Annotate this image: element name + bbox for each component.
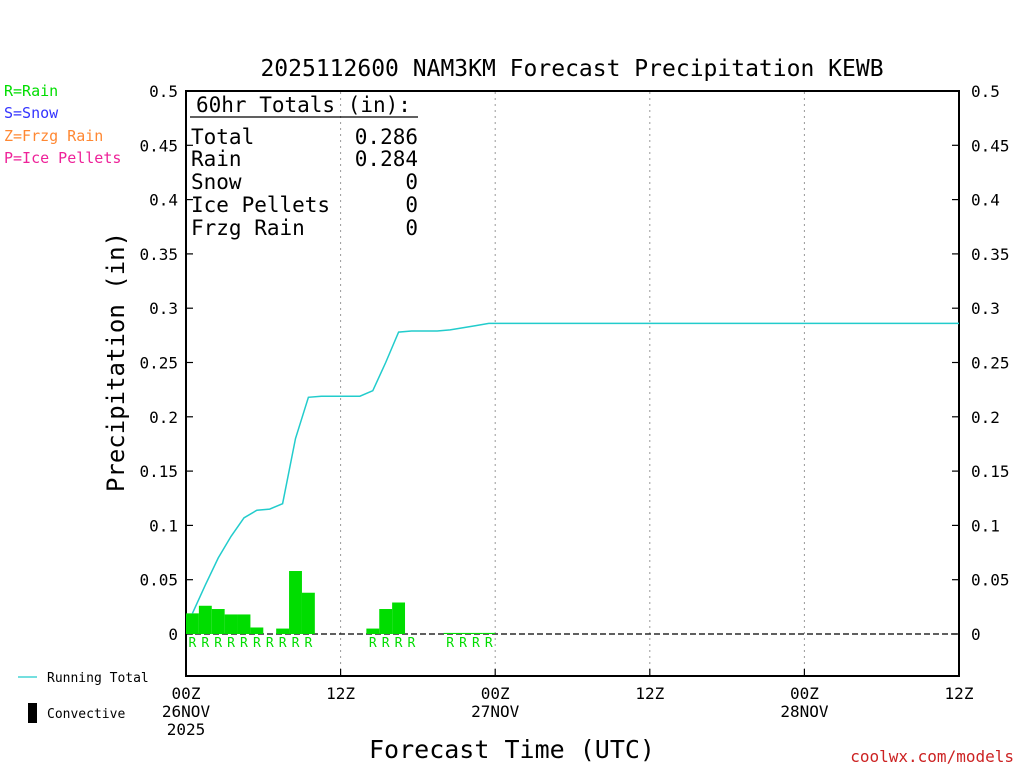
ptype-label: R [214,636,222,651]
y-tick-label-right: 0.45 [971,136,1010,155]
x-tick-label: 00Z [172,684,201,703]
convective-swatch [28,703,37,723]
y-tick-label-left: 0 [168,625,178,644]
y-tick-label-right: 0 [971,625,981,644]
y-tick-label-right: 0.1 [971,516,1000,535]
ptype-label: R [279,636,287,651]
totals-label-frzg-rain: Frzg Rain [191,216,305,240]
ptype-label: R [369,636,377,651]
totals-value-total: 0.286 [355,125,418,149]
y-tick-label-left: 0.2 [149,408,178,427]
y-axis-ticks: 0 00.05 0.050.1 0.10.15 0.150.2 0.20.25 0.250.… [139,82,1009,644]
ptype-label: R [292,636,300,651]
precip-bar [224,614,238,634]
totals-value-snow: 0 [405,170,418,194]
precip-bar [482,632,496,634]
precip-bar [186,613,199,634]
precip-bar [443,632,457,634]
y-tick-label-left: 0.1 [149,516,178,535]
ptype-label: R [459,636,467,651]
y-tick-label-right: 0.3 [971,299,1000,318]
ptype-label: R [253,636,261,651]
x-tick-label: 00Z [481,684,510,703]
precip-bar [456,632,470,634]
chart-title: 2025112600 NAM3KM Forecast Precipitation… [260,56,883,82]
x-tick-label: 27NOV [471,702,520,721]
ptype-label: R [266,636,274,651]
totals-box: 60hr Totals (in): Total 0.286 Rain 0.284… [190,93,418,240]
ptype-label: R [304,636,312,651]
x-tick-label: 12Z [945,684,974,703]
y-tick-label-right: 0.2 [971,408,1000,427]
x-tick-label: 28NOV [780,702,829,721]
legend-ice-pellets: P=Ice Pellets [4,149,121,167]
y-tick-label-left: 0.35 [139,245,178,264]
precip-bar [276,628,290,634]
x-tick-label: 12Z [326,684,355,703]
ptype-label: R [485,636,493,651]
ptype-label: R [395,636,403,651]
credit-text: coolwx.com/models [850,747,1014,766]
ptype-label: R [472,636,480,651]
y-axis-label: Precipitation (in) [102,232,130,492]
totals-label-total: Total [191,125,254,149]
precip-bar [211,609,225,634]
totals-value-frzg-rain: 0 [405,216,418,240]
ptype-label: R [382,636,390,651]
y-tick-label-left: 0.45 [139,136,178,155]
y-tick-label-left: 0.25 [139,354,178,373]
legend-rain: R=Rain [4,82,58,100]
x-tick-label: 2025 [167,720,206,739]
totals-value-ice-pellets: 0 [405,193,418,217]
y-tick-label-left: 0.05 [139,571,178,590]
convective-legend-label: Convective [47,707,125,722]
y-tick-label-right: 0.25 [971,354,1010,373]
precip-bar [237,614,251,634]
x-tick-label: 26NOV [162,702,211,721]
legend-frzg-rain: Z=Frzg Rain [4,127,103,145]
y-tick-label-left: 0.15 [139,462,178,481]
running-total-legend-label: Running Total [47,671,149,686]
precip-bar [289,571,302,634]
y-tick-label-left: 0.3 [149,299,178,318]
y-tick-label-right: 0.35 [971,245,1010,264]
x-tick-label: 12Z [635,684,664,703]
running-total-line [191,322,959,614]
x-axis-label: Forecast Time (UTC) [369,735,655,764]
totals-label-ice-pellets: Ice Pellets [191,193,330,217]
y-tick-label-right: 0.15 [971,462,1010,481]
precip-bar [250,627,264,634]
totals-value-rain: 0.284 [355,147,418,171]
ptype-label: R [408,636,416,651]
precip-bar [198,605,212,634]
precip-bar [469,632,483,634]
ptype-label: R [201,636,209,651]
totals-label-rain: Rain [191,147,242,171]
ptype-label: R [240,636,248,651]
precip-bar [392,602,406,634]
bottom-legend: Running Total Convective [18,671,149,723]
totals-heading: 60hr Totals (in): [196,93,411,117]
legend-snow: S=Snow [4,104,59,122]
y-tick-label-right: 0.4 [971,191,1000,210]
x-tick-label: 00Z [790,684,819,703]
precip-bars [186,571,496,634]
y-tick-label-right: 0.05 [971,571,1010,590]
ptype-label: R [446,636,454,651]
y-tick-label-left: 0.5 [149,82,178,101]
precip-bar [301,592,315,634]
y-tick-label-left: 0.4 [149,191,178,210]
totals-label-snow: Snow [191,170,242,194]
precip-bar [379,609,393,634]
ptype-label: R [189,636,197,651]
ptype-label: R [227,636,235,651]
precip-bar [366,628,380,634]
plot-frame [185,90,960,677]
y-tick-label-right: 0.5 [971,82,1000,101]
precip-type-legend: R=Rain S=Snow Z=Frzg Rain P=Ice Pellets [4,82,121,167]
grid-lines [340,92,805,675]
